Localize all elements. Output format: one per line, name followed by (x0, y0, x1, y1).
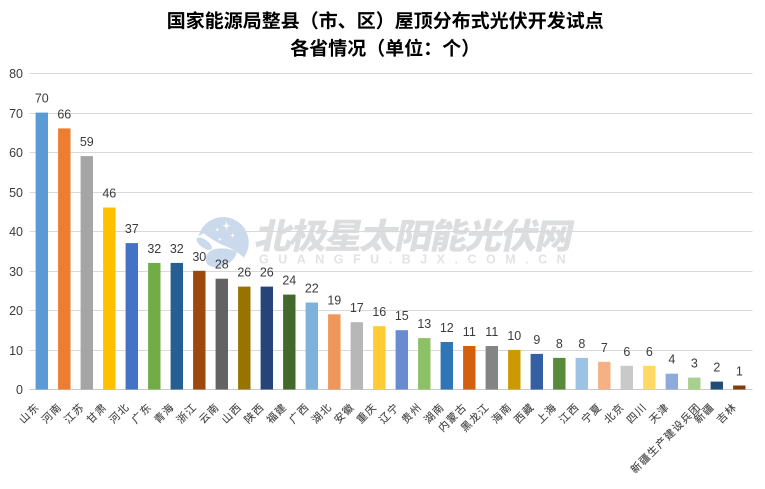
svg-text:32: 32 (147, 242, 161, 256)
svg-text:16: 16 (372, 305, 386, 319)
svg-text:13: 13 (417, 317, 431, 331)
svg-text:19: 19 (327, 293, 341, 307)
svg-text:12: 12 (440, 321, 454, 335)
svg-text:30: 30 (9, 265, 23, 279)
svg-text:GUANGFU.BJX.COM.CN: GUANGFU.BJX.COM.CN (259, 253, 575, 267)
svg-text:22: 22 (305, 282, 319, 296)
svg-text:28: 28 (215, 258, 229, 272)
svg-text:9: 9 (533, 333, 540, 347)
svg-text:11: 11 (485, 325, 498, 339)
svg-text:70: 70 (9, 107, 23, 121)
svg-text:3: 3 (691, 357, 698, 371)
svg-text:10: 10 (9, 344, 23, 358)
svg-text:0: 0 (16, 383, 23, 397)
svg-text:59: 59 (80, 135, 94, 149)
svg-text:24: 24 (282, 274, 296, 288)
svg-text:8: 8 (556, 337, 563, 351)
svg-text:2: 2 (713, 361, 720, 375)
svg-text:7: 7 (601, 341, 608, 355)
svg-text:4: 4 (668, 353, 675, 367)
svg-text:50: 50 (9, 186, 23, 200)
svg-text:11: 11 (463, 325, 476, 339)
svg-text:26: 26 (260, 266, 274, 280)
svg-text:26: 26 (237, 266, 251, 280)
svg-text:46: 46 (102, 187, 116, 201)
svg-text:32: 32 (170, 242, 184, 256)
svg-text:37: 37 (125, 222, 139, 236)
svg-text:15: 15 (395, 309, 409, 323)
svg-text:1: 1 (736, 365, 743, 379)
svg-text:6: 6 (646, 345, 653, 359)
svg-text:66: 66 (57, 107, 71, 121)
svg-text:80: 80 (9, 67, 23, 81)
svg-text:8: 8 (578, 337, 585, 351)
svg-text:30: 30 (192, 250, 206, 264)
svg-text:6: 6 (623, 345, 630, 359)
svg-text:60: 60 (9, 146, 23, 160)
svg-text:20: 20 (9, 304, 23, 318)
svg-text:17: 17 (350, 301, 364, 315)
svg-text:70: 70 (35, 92, 49, 106)
svg-text:10: 10 (507, 329, 521, 343)
svg-text:40: 40 (9, 225, 23, 239)
